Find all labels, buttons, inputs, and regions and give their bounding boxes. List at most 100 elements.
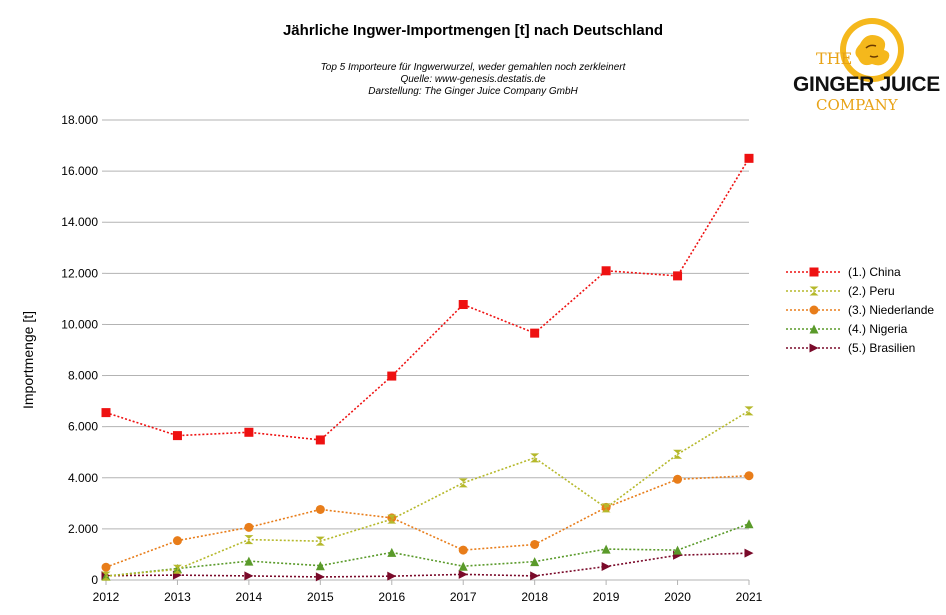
data-point-series-2 [315, 536, 325, 546]
data-point-series-3 [530, 539, 540, 549]
data-point-series-3 [744, 471, 754, 481]
company-logo: THE GINGER JUICE COMPANY [790, 14, 940, 119]
x-tick-label: 2020 [664, 590, 691, 604]
data-point-series-1 [244, 427, 254, 437]
data-point-series-2 [530, 453, 540, 463]
y-tick-label: 16.000 [61, 164, 98, 178]
chart-subtitle-line-1: Top 5 Importeure für Ingwerwurzel, weder… [320, 62, 626, 73]
data-point-series-1 [744, 153, 754, 163]
legend-label: (5.) Brasilien [848, 340, 916, 355]
legend-swatch [786, 267, 842, 276]
x-tick-label: 2021 [736, 590, 763, 604]
x-tick-label: 2014 [236, 590, 263, 604]
legend-swatch-marker [809, 286, 819, 295]
series-line-4 [105, 523, 750, 577]
x-tick-label: 2019 [593, 590, 620, 604]
legend-item-4: (4.) Nigeria [785, 319, 934, 338]
data-point-series-3 [172, 536, 182, 546]
data-point-series-5 [315, 572, 325, 582]
legend-swatch [786, 343, 842, 352]
data-point-series-1 [101, 408, 111, 418]
legend-swatch-marker [809, 267, 819, 276]
legend-item-3: (3.) Niederlande [785, 300, 934, 319]
data-point-series-5 [387, 571, 397, 581]
y-tick-label: 18.000 [61, 113, 98, 127]
chart-legend: (1.) China (2.) Peru (3.) Niederlande (4.) … [785, 262, 934, 357]
data-point-series-3 [244, 522, 254, 532]
data-point-series-3 [458, 545, 468, 555]
data-point-series-5 [744, 548, 754, 558]
data-point-series-2 [244, 535, 254, 545]
y-axis-label: Importmenge [t] [20, 311, 36, 409]
data-point-series-4 [387, 547, 397, 557]
data-point-series-1 [387, 371, 397, 381]
y-tick-label: 14.000 [61, 215, 98, 229]
legend-label: (3.) Niederlande [848, 302, 935, 317]
legend-label: (4.) Nigeria [848, 321, 908, 336]
y-tick-label: 8.000 [68, 369, 98, 383]
legend-item-2: (2.) Peru [785, 281, 934, 300]
data-point-series-4 [458, 561, 468, 571]
legend-swatch [786, 305, 842, 314]
data-point-series-2 [172, 564, 182, 574]
data-point-series-5 [458, 569, 468, 579]
legend-swatch [786, 286, 842, 295]
x-tick-label: 2012 [93, 590, 120, 604]
data-point-series-2 [744, 406, 754, 416]
data-point-series-4 [530, 557, 540, 567]
data-point-series-2 [101, 571, 111, 581]
data-point-series-5 [244, 571, 254, 581]
legend-label: (2.) Peru [848, 283, 895, 298]
data-point-series-1 [315, 435, 325, 445]
data-point-series-4 [673, 545, 683, 555]
x-tick-label: 2015 [307, 590, 334, 604]
data-point-series-4 [744, 519, 754, 529]
y-tick-label: 10.000 [61, 317, 98, 331]
legend-swatch-marker [809, 305, 819, 314]
legend-item-5: (5.) Brasilien [785, 338, 934, 357]
data-point-series-2 [673, 449, 683, 459]
data-point-series-5 [601, 561, 611, 571]
chart-title: Jährliche Ingwer-Importmengen [t] nach D… [282, 22, 664, 39]
logo-text-main: GINGER JUICE [793, 73, 940, 96]
series-line-3 [105, 474, 750, 568]
series-line-2 [105, 410, 750, 577]
legend-swatch [786, 324, 842, 333]
y-tick-label: 4.000 [68, 471, 98, 485]
logo-text-company: COMPANY [816, 96, 898, 114]
data-point-series-1 [172, 431, 182, 441]
legend-item-1: (1.) China [785, 262, 934, 281]
legend-swatch-marker [809, 324, 819, 333]
logo-text-the: THE [816, 49, 853, 68]
series-line-1 [105, 157, 750, 441]
data-point-series-3 [101, 562, 111, 572]
legend-label: (1.) China [848, 264, 901, 279]
data-point-series-5 [530, 571, 540, 581]
data-point-series-1 [673, 271, 683, 281]
data-point-series-3 [673, 474, 683, 484]
data-point-series-4 [315, 561, 325, 571]
y-tick-label: 12.000 [61, 266, 98, 280]
x-tick-label: 2016 [378, 590, 405, 604]
chart-subtitle-line-3: Darstellung: The Ginger Juice Company Gm… [368, 86, 578, 97]
y-tick-label: 0 [91, 573, 98, 587]
data-point-series-4 [601, 544, 611, 554]
data-point-series-4 [244, 556, 254, 566]
data-point-series-1 [530, 328, 540, 338]
data-point-series-2 [387, 514, 397, 524]
x-tick-label: 2013 [164, 590, 191, 604]
data-point-series-3 [315, 504, 325, 514]
y-tick-label: 6.000 [68, 420, 98, 434]
data-point-series-2 [601, 503, 611, 513]
x-tick-label: 2018 [521, 590, 548, 604]
data-point-series-1 [458, 300, 468, 310]
logo-emblem-icon [840, 18, 904, 82]
chart-subtitle-line-2: Quelle: www-genesis.destatis.de [400, 74, 546, 85]
data-point-series-2 [458, 478, 468, 488]
data-point-series-1 [601, 266, 611, 276]
x-tick-label: 2017 [450, 590, 477, 604]
series-line-5 [105, 552, 750, 578]
legend-swatch-marker [809, 343, 819, 352]
y-tick-label: 2.000 [68, 522, 98, 536]
